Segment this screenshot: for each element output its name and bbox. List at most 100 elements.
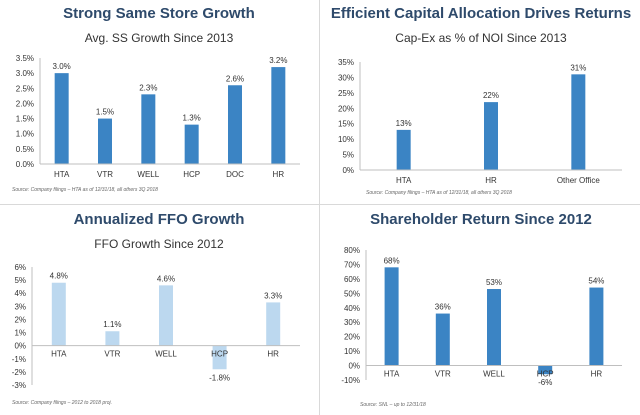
category-label: WELL: [483, 370, 505, 379]
y-tick-label: 20%: [344, 333, 360, 342]
y-tick-label: 1%: [14, 329, 26, 338]
data-label: 1.1%: [103, 320, 121, 329]
data-label: 36%: [435, 303, 451, 312]
data-label: -6%: [538, 378, 552, 387]
category-label: WELL: [137, 170, 159, 179]
category-label: HTA: [396, 176, 412, 185]
panel-same-store-growth: Strong Same Store Growth Avg. SS Growth …: [0, 0, 318, 203]
data-label: 3.2%: [269, 56, 287, 65]
chart-same-store-growth: 0.0% 0.5% 1.0% 1.5% 2.0% 2.5% 3.0% 3.5% 3.0% HTA 1…: [16, 54, 300, 179]
y-tick-label: 2.0%: [16, 99, 34, 108]
panel-title: Efficient Capital Allocation Drives Retu…: [330, 5, 632, 22]
y-tick-label: 4%: [14, 289, 26, 298]
y-tick-label: 3.5%: [16, 54, 34, 63]
panel-title: Shareholder Return Since 2012: [370, 211, 592, 228]
category-label: DOC: [226, 170, 244, 179]
y-tick-label: 30%: [338, 73, 354, 82]
y-tick-label: 70%: [344, 260, 360, 269]
source-note: Source: Company filings – HTA as of 12/3…: [366, 190, 512, 196]
chart-ffo-growth: -3% -2% -1% 0% 1% 2% 3% 4% 5% 6% 4.8% HTA 1.1% VTR 4.6…: [12, 263, 300, 390]
y-tick-label: 3%: [14, 302, 26, 311]
y-tick-label: 6%: [14, 263, 26, 272]
y-tick-label: 1.5%: [16, 115, 34, 124]
y-tick-label: 0%: [342, 166, 354, 175]
panel-subtitle: Avg. SS Growth Since 2013: [84, 31, 234, 45]
bar: [589, 287, 604, 366]
vertical-divider: [319, 0, 320, 415]
data-label: 13%: [396, 119, 412, 128]
data-label: 68%: [384, 256, 400, 265]
y-tick-label: 0%: [348, 362, 360, 371]
y-tick-label: 5%: [14, 276, 26, 285]
category-label: HTA: [384, 370, 400, 379]
y-tick-label: 1.0%: [16, 130, 34, 139]
category-label: HCP: [537, 370, 554, 379]
data-label: 54%: [588, 277, 604, 286]
source-note: Source: SNL – up to 12/31/18: [360, 402, 426, 408]
bar: [571, 74, 586, 170]
category-label: VTR: [104, 350, 120, 359]
bar: [159, 285, 173, 346]
bar: [487, 289, 501, 366]
chart-shareholder-return: -10% 0% 10% 20% 30% 40% 50% 60% 70% 80% 68% HTA 36% V…: [341, 246, 622, 387]
y-tick-label: 5%: [342, 151, 354, 160]
chart-capex-noi: 0% 5% 10% 15% 20% 25% 30% 35% 13% HTA 22% HR 31% Othe…: [338, 58, 622, 185]
y-tick-label: -10%: [341, 376, 360, 385]
y-tick-label: 3.0%: [16, 69, 34, 78]
bar: [98, 118, 112, 164]
bar: [384, 267, 399, 366]
y-tick-label: 40%: [344, 304, 360, 313]
horizontal-divider: [0, 204, 640, 205]
bar: [184, 124, 199, 164]
bar: [396, 129, 411, 170]
bar: [271, 67, 286, 164]
bar: [435, 313, 450, 366]
bar: [141, 94, 156, 164]
data-label: 31%: [570, 63, 586, 72]
y-tick-label: 0.0%: [16, 160, 34, 169]
data-label: 4.6%: [157, 274, 175, 283]
data-label: 4.8%: [50, 272, 68, 281]
data-label: 2.3%: [139, 83, 157, 92]
bar: [538, 365, 553, 375]
y-tick-label: 10%: [344, 347, 360, 356]
y-tick-label: -3%: [12, 381, 26, 390]
y-tick-label: 0%: [14, 342, 26, 351]
bar: [484, 102, 498, 170]
bar: [228, 85, 242, 164]
bar: [105, 331, 120, 346]
y-tick-label: 15%: [338, 120, 354, 129]
bar: [51, 282, 66, 346]
category-label: Other Office: [557, 176, 601, 185]
data-label: 22%: [483, 91, 499, 100]
category-label: HR: [267, 350, 279, 359]
data-label: 1.5%: [96, 108, 114, 117]
category-label: HTA: [51, 350, 67, 359]
panel-title: Annualized FFO Growth: [73, 211, 245, 228]
data-label: 1.3%: [183, 114, 201, 123]
category-label: WELL: [155, 350, 177, 359]
source-note: Source: Company filings – 2012 to 2018 p…: [12, 400, 113, 406]
panel-shareholder-return: Shareholder Return Since 2012 -10% 0% 10% 2…: [322, 207, 640, 415]
source-note: Source: Company filings – HTA as of 12/3…: [12, 187, 158, 193]
y-tick-label: 20%: [338, 104, 354, 113]
bar: [212, 345, 227, 370]
category-label: VTR: [97, 170, 113, 179]
category-label: VTR: [435, 370, 451, 379]
y-tick-label: 35%: [338, 58, 354, 67]
panel-title: Strong Same Store Growth: [63, 5, 255, 22]
data-label: 3.0%: [53, 62, 71, 71]
y-tick-label: 2%: [14, 315, 26, 324]
panel-capital-allocation: Efficient Capital Allocation Drives Retu…: [322, 0, 640, 203]
bar: [266, 302, 281, 346]
y-tick-label: 50%: [344, 289, 360, 298]
category-label: HCP: [183, 170, 200, 179]
data-label: 3.3%: [264, 291, 282, 300]
y-tick-label: 25%: [338, 89, 354, 98]
panel-subtitle: Cap-Ex as % of NOI Since 2013: [395, 31, 567, 45]
y-tick-label: -1%: [12, 355, 26, 364]
bar: [54, 73, 69, 164]
y-tick-label: -2%: [12, 368, 26, 377]
data-label: 53%: [486, 278, 502, 287]
category-label: HR: [273, 170, 285, 179]
